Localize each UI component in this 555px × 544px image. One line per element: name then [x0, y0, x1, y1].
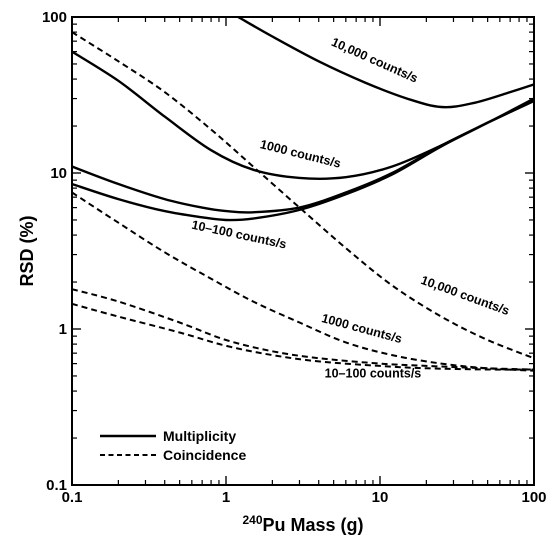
curve-annotation: 10–100 counts/s [325, 366, 422, 380]
y-tick-label: 100 [42, 9, 67, 26]
curve-annotation: 10–100 counts/s [190, 218, 287, 252]
curve-annotation: 10,000 counts/s [329, 35, 420, 86]
x-tick-label: 10 [372, 489, 389, 506]
coincidence-curve-5 [72, 191, 534, 372]
legend-coincidence-label: Coincidence [163, 447, 246, 463]
legend: Multiplicity Coincidence [100, 428, 246, 463]
x-axis-title-superscript: 240 [242, 513, 262, 527]
x-axis-title-text: Pu Mass (g) [263, 515, 364, 535]
curve-annotation: 1000 counts/s [320, 311, 404, 346]
x-axis-title: 240Pu Mass (g) [242, 513, 363, 535]
plot-frame [71, 16, 535, 486]
multiplicity-curve-3 [72, 99, 534, 222]
curve-annotation: 10,000 counts/s [419, 273, 511, 318]
y-axis-title: RSD (%) [17, 215, 37, 286]
y-tick-label: 10 [50, 165, 67, 182]
y-tick-label: 0.1 [46, 477, 67, 494]
x-tick-label: 1 [222, 489, 230, 506]
y-tick-label: 1 [59, 321, 67, 338]
x-tick-label: 100 [521, 489, 546, 506]
multiplicity-curve-0 [237, 17, 534, 109]
coincidence-curve-4 [72, 31, 534, 360]
coincidence-curve-7 [72, 302, 534, 371]
curves [72, 17, 534, 372]
x-tick-label: 0.1 [62, 489, 83, 506]
curve-annotation: 1000 counts/s [259, 137, 343, 171]
tick-labels: 0.1 1 10 100 0.1 1 10 100 [42, 9, 547, 506]
coincidence-curve-6 [72, 288, 534, 371]
legend-multiplicity-label: Multiplicity [163, 428, 236, 444]
axis-ticks [71, 16, 535, 486]
